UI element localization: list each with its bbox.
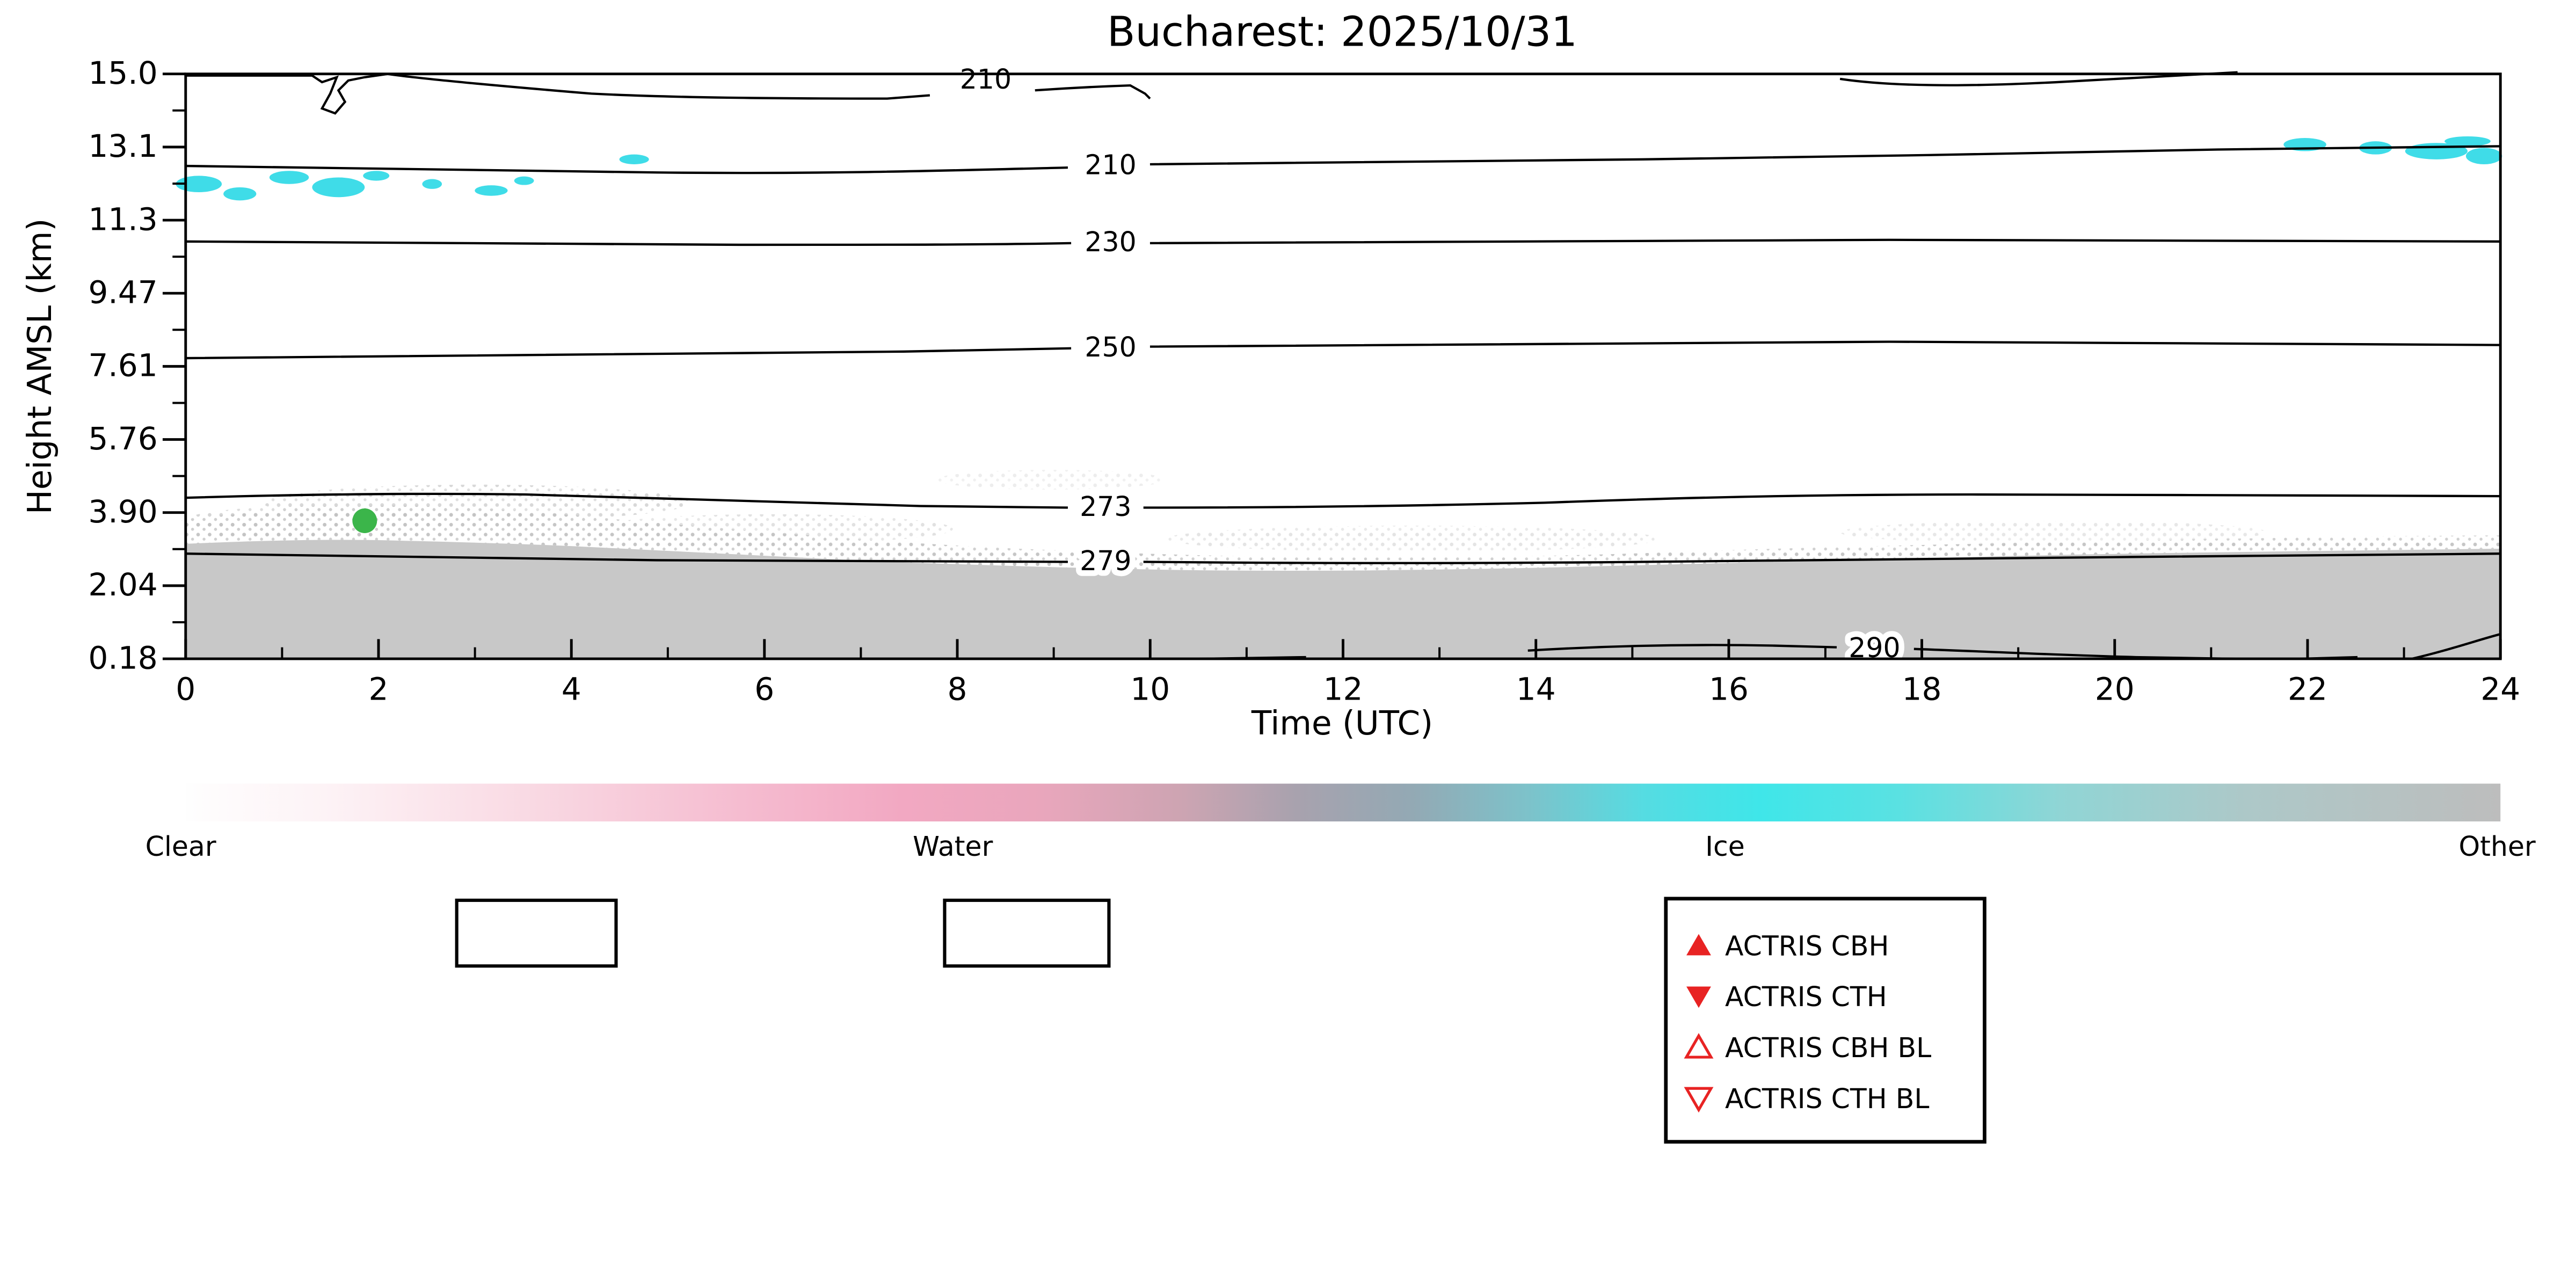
isotherm-label: 210 xyxy=(960,63,1012,95)
y-tick-label: 7.61 xyxy=(88,347,157,384)
isotherm-label: 273 xyxy=(1080,491,1131,522)
isotherm-230-line xyxy=(185,238,2501,246)
other-class-speckle-patch xyxy=(936,470,1167,490)
plot-title: Bucharest: 2025/10/31 xyxy=(1107,9,1577,56)
triangle-up-open-icon xyxy=(1684,1033,1714,1059)
x-tick-label: 6 xyxy=(754,671,774,708)
triangle-up-filled-icon xyxy=(1686,934,1711,956)
x-tick-label: 12 xyxy=(1323,671,1363,708)
y-tick-label: 0.18 xyxy=(88,639,157,676)
x-tick-label: 24 xyxy=(2480,671,2520,708)
empty-legend-box-2 xyxy=(943,898,1111,968)
isotherm-label: 279 xyxy=(1080,545,1131,577)
isotherm-250-line xyxy=(185,340,2501,360)
isotherm-273-line xyxy=(185,492,2501,509)
y-axis-major-ticks xyxy=(162,72,186,660)
isotherm-210-line xyxy=(185,145,2501,174)
x-axis-label: Time (UTC) xyxy=(1251,704,1433,743)
x-tick-label: 22 xyxy=(2288,671,2327,708)
x-tick-label: 4 xyxy=(562,671,581,708)
y-tick-label: 9.47 xyxy=(88,274,157,311)
isotherm-label: 210 xyxy=(1085,149,1136,180)
y-tick-label: 2.04 xyxy=(88,566,157,603)
other-class-speckle-patch xyxy=(1166,526,1660,552)
isotherm-label: 250 xyxy=(1085,331,1136,363)
y-axis-label: Height AMSL (km) xyxy=(21,219,59,515)
legend-item-label: ACTRIS CTH xyxy=(1725,981,1887,1013)
x-tick-label: 18 xyxy=(1902,671,1942,708)
x-tick-label: 2 xyxy=(369,671,389,708)
empty-legend-box-1 xyxy=(455,898,618,968)
legend-item-label: ACTRIS CTH BL xyxy=(1725,1083,1930,1115)
y-tick-label: 3.90 xyxy=(88,493,157,530)
other-class-speckle-patch xyxy=(180,506,444,539)
x-tick-label: 0 xyxy=(176,671,195,708)
other-class-speckle-band xyxy=(185,505,2501,571)
isotherm-279-line xyxy=(185,552,2501,564)
other-class-speckle-patch xyxy=(1840,521,2267,544)
green-marker-dot xyxy=(352,508,377,533)
class-colorbar xyxy=(185,783,2501,821)
x-tick-label: 8 xyxy=(948,671,967,708)
colorbar-label-ice: Ice xyxy=(1705,831,1745,862)
x-tick-label: 10 xyxy=(1130,671,1170,708)
colorbar-label-clear: Clear xyxy=(145,831,216,862)
y-axis-minor-ticks xyxy=(172,109,186,623)
other-class-region xyxy=(185,540,2501,659)
x-tick-label: 20 xyxy=(2095,671,2135,708)
legend-item-label: ACTRIS CBH xyxy=(1725,930,1889,962)
x-axis-minor-ticks xyxy=(281,647,2405,659)
triangle-down-filled-icon xyxy=(1686,986,1711,1008)
actris-legend: ACTRIS CBH ACTRIS CTH ACTRIS CBH BL ACTR… xyxy=(1664,897,1986,1144)
other-class-speckle-patch xyxy=(591,514,953,544)
x-tick-label: 16 xyxy=(1709,671,1749,708)
x-axis-major-ticks xyxy=(184,639,2502,659)
y-tick-label: 5.76 xyxy=(88,420,157,457)
triangle-down-open-icon xyxy=(1684,1087,1714,1113)
actris-legend-frame xyxy=(1664,897,1986,1144)
x-tick-label: 14 xyxy=(1516,671,1556,708)
colorbar-label-other: Other xyxy=(2458,831,2536,862)
y-tick-label: 11.3 xyxy=(88,201,157,237)
colorbar-label-water: Water xyxy=(913,831,993,862)
isotherm-label: 230 xyxy=(1085,226,1136,258)
y-tick-label: 15.0 xyxy=(88,55,157,91)
y-tick-label: 13.1 xyxy=(88,128,157,164)
legend-item-label: ACTRIS CBH BL xyxy=(1725,1032,1931,1064)
